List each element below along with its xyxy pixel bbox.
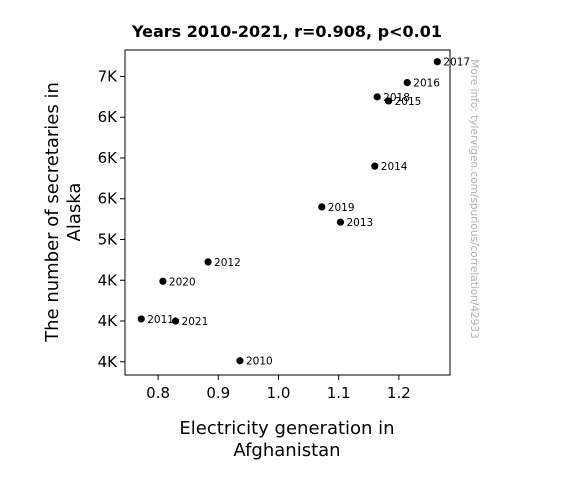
data-point-label: 2016 (413, 78, 440, 90)
x-axis-label-line-1: Electricity generation in (179, 418, 394, 439)
y-tick-label: 6K (98, 149, 119, 167)
x-axis: 0.8 0.9 1.0 1.1 1.2 (146, 375, 411, 402)
data-point-label: 2010 (246, 356, 273, 368)
y-axis: 4K 4K 4K 5K 6K 6K 6K 7K (98, 67, 125, 371)
y-tick-label: 7K (98, 67, 119, 85)
data-point (385, 97, 393, 105)
data-point (204, 258, 212, 266)
data-point (371, 162, 379, 170)
data-point (433, 58, 441, 66)
data-point (318, 203, 326, 211)
data-point (403, 79, 411, 87)
data-point-label: 2014 (381, 161, 408, 173)
data-point-label: 2012 (214, 257, 241, 269)
watermark-text: More info: tylervigen.com/spurious/corre… (468, 59, 480, 339)
x-tick-label: 1.2 (387, 384, 411, 402)
y-tick-label: 4K (98, 271, 119, 289)
x-tick-label: 1.0 (267, 384, 291, 402)
data-point-label: 2017 (443, 57, 470, 69)
data-point (171, 317, 180, 325)
data-point (373, 93, 381, 101)
y-tick-label: 6K (98, 190, 119, 208)
x-tick-label: 0.8 (146, 384, 170, 402)
data-point-label: 2020 (169, 276, 196, 288)
data-point (236, 357, 244, 365)
x-axis-label-line-2: Afghanistan (233, 440, 340, 461)
y-tick-label: 4K (98, 353, 119, 371)
data-point-label: 2019 (328, 202, 355, 214)
data-point (137, 315, 145, 323)
y-axis-label-line-1: The number of secretaries in (42, 82, 63, 343)
y-tick-label: 4K (98, 312, 119, 330)
data-point-label: 2013 (346, 217, 373, 229)
x-tick-label: 1.1 (327, 384, 351, 402)
data-point-label: 2011 (147, 314, 174, 326)
y-tick-label: 5K (98, 230, 119, 248)
data-point-label: 2015 (395, 96, 422, 108)
plot-area (124, 49, 451, 376)
data-point-label: 2021 (182, 316, 209, 328)
data-point (336, 218, 345, 226)
x-tick-label: 0.9 (206, 384, 230, 402)
data-point-label: 2018 (383, 92, 410, 104)
data-point (159, 277, 167, 285)
y-tick-label: 6K (98, 108, 119, 126)
chart-title: Years 2010-2021, r=0.908, p<0.01 (131, 22, 442, 41)
y-axis-label-line-2: Alaska (64, 183, 85, 242)
